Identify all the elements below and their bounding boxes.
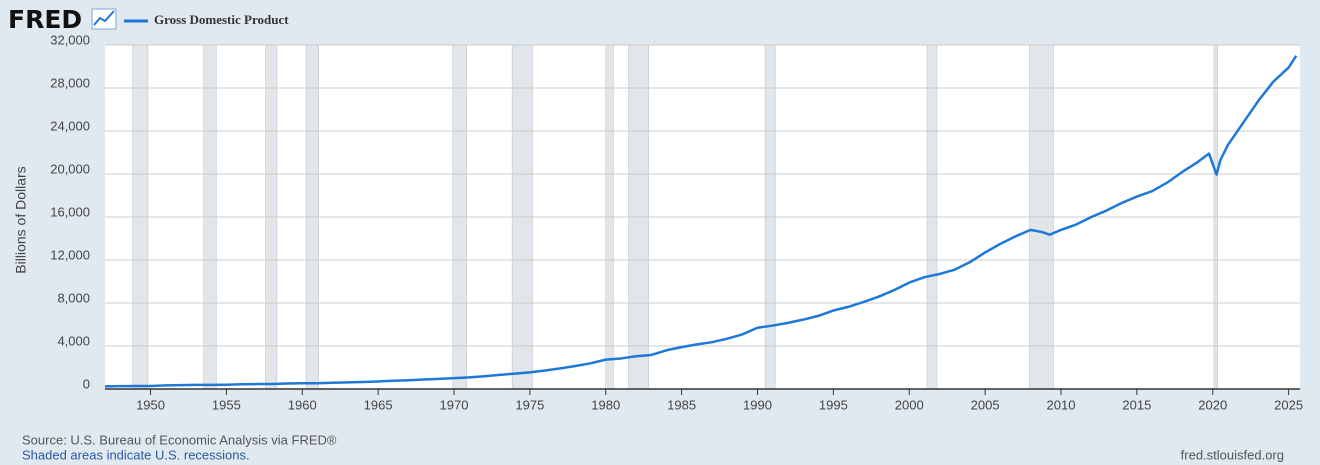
y-tick-label: 12,000 bbox=[50, 247, 90, 262]
x-tick-label: 2025 bbox=[1274, 397, 1303, 412]
x-tick-label: 2010 bbox=[1047, 397, 1076, 412]
series-line bbox=[104, 55, 1298, 388]
y-tick-label: 20,000 bbox=[50, 161, 90, 176]
y-tick-label: 32,000 bbox=[50, 32, 90, 47]
x-tick-label: 1980 bbox=[591, 397, 620, 412]
y-tick-label: 16,000 bbox=[50, 204, 90, 219]
x-tick-label: 2000 bbox=[895, 397, 924, 412]
x-tick-label: 1990 bbox=[743, 397, 772, 412]
x-tick-label: 1995 bbox=[819, 397, 848, 412]
site: fred.stlouisfed.org bbox=[1181, 447, 1284, 462]
x-tick-label: 1960 bbox=[288, 397, 317, 412]
logo-icon bbox=[91, 8, 117, 30]
y-tick-label: 28,000 bbox=[50, 75, 90, 90]
x-tick-label: 1970 bbox=[440, 397, 469, 412]
logo: FRED bbox=[8, 5, 82, 34]
y-tick-label: 0 bbox=[83, 376, 90, 391]
x-tick-label: 2015 bbox=[1122, 397, 1151, 412]
x-tick-label: 2005 bbox=[971, 397, 1000, 412]
x-tick-label: 1975 bbox=[515, 397, 544, 412]
y-tick-label: 24,000 bbox=[50, 118, 90, 133]
legend-label: Gross Domestic Product bbox=[154, 12, 289, 27]
x-tick-label: 1955 bbox=[212, 397, 241, 412]
x-tick-label: 2020 bbox=[1198, 397, 1227, 412]
y-axis-label: Billions of Dollars bbox=[13, 166, 29, 273]
x-tick-label: 1950 bbox=[136, 397, 165, 412]
y-tick-label: 8,000 bbox=[57, 290, 90, 305]
note: Shaded areas indicate U.S. recessions. bbox=[22, 447, 250, 462]
source: Source: U.S. Bureau of Economic Analysis… bbox=[22, 432, 337, 447]
x-tick-label: 1965 bbox=[364, 397, 393, 412]
y-tick-label: 4,000 bbox=[57, 333, 90, 348]
x-tick-label: 1985 bbox=[667, 397, 696, 412]
